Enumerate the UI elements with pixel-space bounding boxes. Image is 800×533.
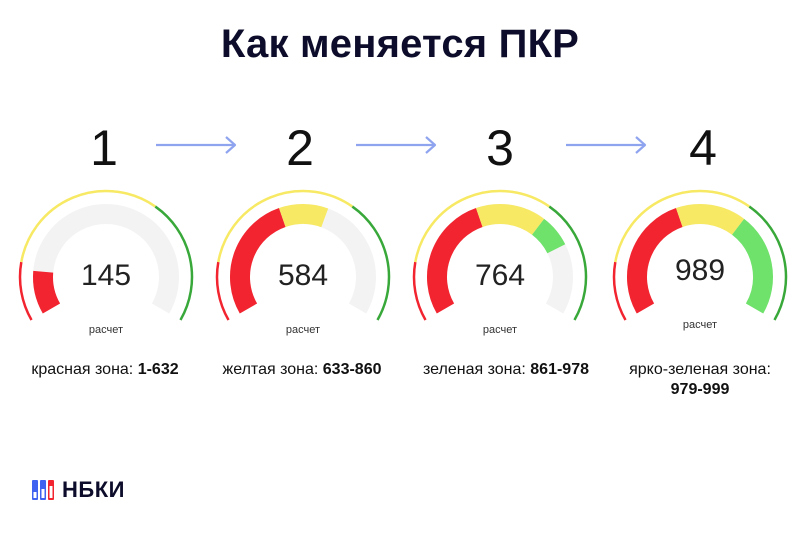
zone-caption-1: красная зона: 1-632 [8, 360, 202, 380]
zone-range: 861-978 [530, 361, 589, 378]
score-label: расчет [286, 324, 320, 336]
gauge-fill-red [627, 208, 683, 314]
zone-caption-4: ярко-зеленая зона: 979-999 [610, 360, 790, 400]
score-label: расчет [683, 319, 717, 331]
step-number-2: 2 [286, 120, 314, 176]
gauge-scale-segment [18, 261, 33, 321]
zone-range: 633-860 [322, 361, 382, 378]
arrow-right-icon [356, 136, 437, 154]
gauge-scale-segment [351, 205, 391, 321]
score-value: 764 [475, 259, 525, 292]
score-label: расчет [89, 324, 123, 336]
gauge-fill-red [230, 208, 286, 314]
gauge-scale-segment [614, 189, 751, 263]
gauge-scale-segment [748, 205, 788, 321]
gauge-fill-yellow [278, 204, 329, 228]
arrow-right-icon [566, 136, 647, 154]
gauge-scale-segment [548, 205, 588, 321]
gauge-fill-yellow [675, 204, 745, 236]
step-number-1: 1 [90, 120, 118, 176]
nbki-logo: НБКИ [32, 477, 125, 502]
score-value: 584 [278, 259, 328, 292]
gauge-scale-segment [217, 189, 354, 263]
gauge-fill-green [731, 218, 773, 314]
zone-name: желтая зона: [222, 361, 319, 378]
gauge-2: 584 расчет [213, 182, 393, 342]
zone-name: ярко-зеленая зона: [629, 361, 771, 378]
gauge-track [33, 204, 179, 314]
zone-range: 1-632 [137, 361, 179, 378]
score-value: 989 [675, 254, 725, 287]
gauge-scale-segment [215, 261, 230, 321]
gauge-fill-red [427, 208, 483, 314]
gauge-3: 764 расчет [410, 182, 590, 342]
arrow-right-icon [156, 136, 237, 154]
gauge-scale-segment [154, 205, 194, 321]
score-label: расчет [483, 324, 517, 336]
page-title: Как меняется ПКР [220, 22, 580, 66]
logo-text: НБКИ [62, 477, 125, 502]
gauge-fill-yellow [475, 204, 545, 236]
score-value: 145 [81, 259, 131, 292]
gauge-4: 989 расчет [610, 182, 790, 342]
zone-name: красная зона: [31, 361, 134, 378]
gauge-scale-segment [20, 189, 157, 263]
gauge-scale-segment [414, 189, 551, 263]
zone-caption-3: зеленая зона: 861-978 [404, 360, 608, 380]
gauge-scale-segment [612, 261, 627, 321]
gauge-scale-segment [412, 261, 427, 321]
step-number-3: 3 [486, 120, 514, 176]
gauge-1: 145 расчет [16, 182, 196, 342]
zone-name: зеленая зона: [422, 361, 526, 378]
zone-caption-2: желтая зона: 633-860 [200, 360, 404, 380]
gauge-fill-red [33, 270, 61, 314]
nbki-logo-icon [32, 480, 54, 500]
zone-range: 979-999 [670, 381, 730, 398]
gauge-fill-green [531, 218, 566, 254]
step-number-4: 4 [689, 120, 717, 176]
